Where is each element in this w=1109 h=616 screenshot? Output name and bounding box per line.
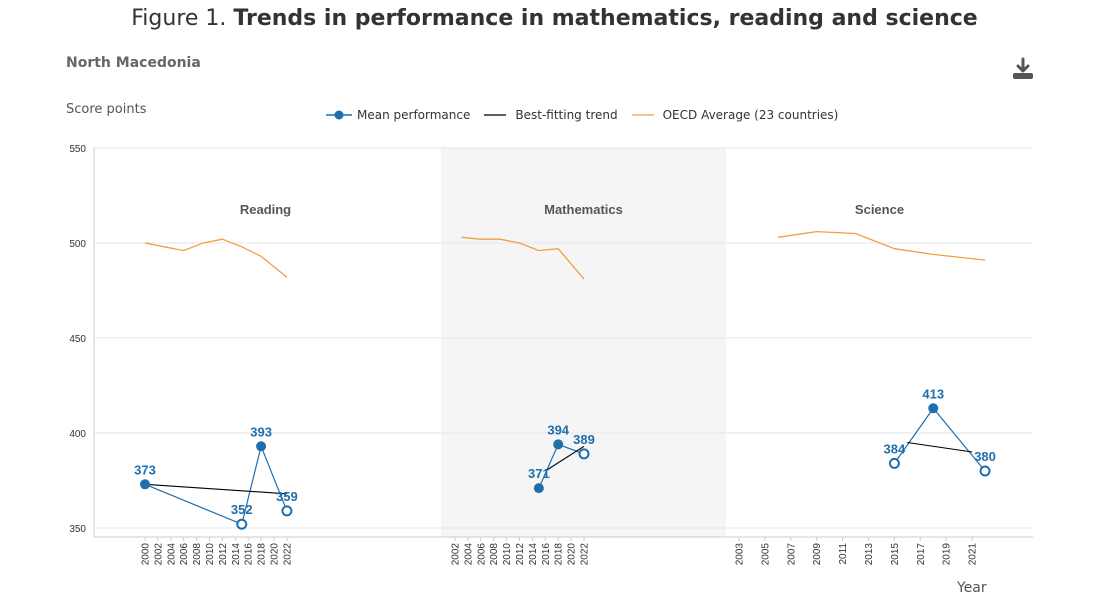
y-axis-label: Score points [66, 102, 147, 117]
data-point-mathematics [578, 448, 590, 460]
x-tick-label: 2000 [141, 543, 152, 566]
x-tick-label: 2020 [270, 543, 281, 566]
data-point-reading [140, 479, 150, 490]
data-point-reading [236, 518, 248, 530]
x-tick-label: 2007 [786, 543, 797, 566]
x-tick-label: 2018 [257, 543, 268, 566]
x-tick-label: 2019 [942, 543, 953, 566]
data-point-science [888, 457, 900, 469]
oecd-average-line-science [777, 230, 986, 261]
panel-label-mathematics: Mathematics [544, 202, 623, 217]
trend-line-science [907, 441, 973, 453]
panel-label-science: Science [855, 202, 904, 217]
chart-legend: Mean performance Best-fitting trend OECD… [326, 108, 852, 122]
panel-background-mathematics [441, 148, 726, 537]
legend-trend-label: Best-fitting trend [515, 108, 618, 122]
x-tick-label: 2003 [735, 543, 746, 566]
figure-prefix: Figure 1. [131, 6, 227, 31]
data-point-science [928, 403, 939, 414]
x-tick-label: 2018 [554, 543, 565, 566]
x-tick-label: 2010 [502, 543, 513, 566]
x-tick-label: 2004 [463, 543, 474, 566]
y-tick-label: 450 [69, 334, 86, 345]
legend-trend-swatch [484, 114, 507, 116]
data-point-science [979, 465, 991, 477]
data-label-mathematics: 394 [547, 422, 569, 437]
legend-mean-label: Mean performance [357, 108, 471, 122]
y-tick-label: 550 [69, 144, 86, 155]
x-tick-label: 2002 [153, 543, 164, 566]
x-tick-label: 2008 [489, 543, 500, 566]
data-point-mathematics [533, 483, 544, 494]
data-point-reading [256, 441, 267, 452]
x-tick-label: 2021 [968, 543, 979, 566]
chart-title: Figure 1. Trends in performance in mathe… [0, 6, 1109, 31]
data-label-reading: 359 [276, 489, 298, 504]
x-tick-label: 2015 [890, 543, 901, 566]
data-point-reading [281, 505, 293, 517]
legend-oecd-label: OECD Average (23 countries) [662, 108, 839, 122]
x-tick-label: 2012 [218, 543, 229, 566]
trend-line-mathematics [545, 445, 585, 472]
data-point-mathematics [553, 439, 564, 450]
x-tick-label: 2013 [864, 543, 875, 566]
x-tick-label: 2008 [192, 543, 203, 566]
data-label-reading: 373 [134, 462, 156, 477]
x-tick-label: 2002 [451, 543, 462, 566]
x-tick-label: 2017 [916, 543, 927, 566]
x-tick-label: 2014 [231, 543, 242, 566]
x-tick-label: 2016 [541, 543, 552, 566]
legend-item-mean[interactable]: Mean performance [326, 108, 470, 122]
oecd-average-line-reading [144, 238, 288, 278]
download-icon[interactable] [1010, 56, 1036, 82]
data-label-science: 380 [974, 449, 996, 464]
x-tick-label: 2010 [205, 543, 216, 566]
data-label-science: 413 [922, 386, 944, 401]
x-axis-label: Year [957, 580, 987, 596]
x-tick-label: 2020 [567, 543, 578, 566]
mean-performance-line-reading [144, 444, 288, 526]
x-tick-label: 2014 [528, 543, 539, 566]
x-tick-label: 2022 [282, 543, 293, 566]
x-tick-label: 2005 [760, 543, 771, 566]
y-tick-label: 350 [69, 524, 86, 535]
data-label-mathematics: 389 [573, 432, 595, 447]
x-tick-label: 2011 [838, 543, 849, 565]
oecd-average-line-mathematics [461, 236, 585, 280]
y-tick-label: 500 [69, 239, 86, 250]
legend-item-oecd[interactable]: OECD Average (23 countries) [631, 108, 839, 122]
legend-item-trend[interactable]: Best-fitting trend [484, 108, 618, 122]
x-tick-label: 2009 [812, 543, 823, 566]
x-tick-label: 2006 [179, 543, 190, 566]
data-label-reading: 393 [250, 424, 272, 439]
trend-line-reading [144, 483, 287, 495]
x-tick-label: 2016 [244, 543, 255, 566]
legend-mean-swatch [326, 110, 352, 120]
x-tick-label: 2004 [166, 543, 177, 566]
x-tick-label: 2006 [476, 543, 487, 566]
legend-oecd-swatch [631, 114, 654, 116]
panel-label-reading: Reading [240, 202, 291, 217]
mean-performance-line-science [893, 407, 986, 472]
x-tick-label: 2022 [580, 543, 591, 566]
data-label-mathematics: 371 [528, 466, 550, 481]
x-tick-label: 2012 [515, 543, 526, 566]
figure-title: Trends in performance in mathematics, re… [233, 6, 978, 31]
data-label-reading: 352 [231, 502, 253, 517]
y-tick-label: 400 [69, 429, 86, 440]
data-label-science: 384 [884, 441, 906, 456]
country-name: North Macedonia [66, 55, 201, 71]
